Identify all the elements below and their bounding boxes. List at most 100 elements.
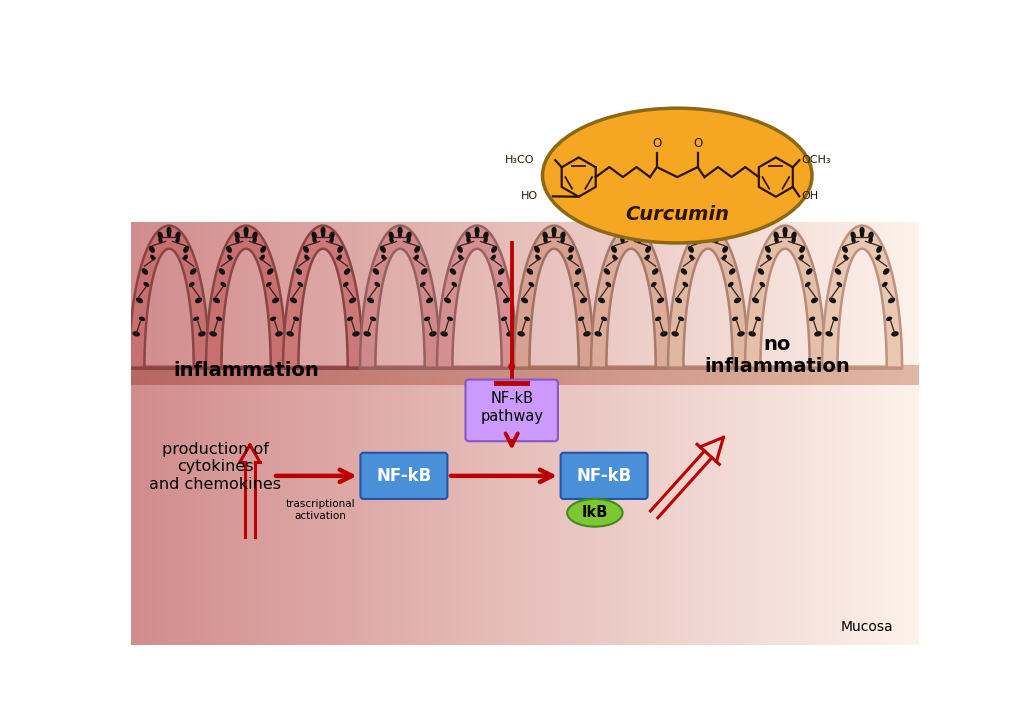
Bar <box>294 145 296 645</box>
Bar <box>213 365 217 385</box>
Bar <box>281 145 283 645</box>
Bar <box>244 145 246 645</box>
Ellipse shape <box>524 317 530 321</box>
Bar <box>485 145 488 645</box>
Bar <box>289 145 291 645</box>
Bar <box>343 365 347 385</box>
Bar <box>888 145 890 645</box>
Bar <box>822 145 824 645</box>
Bar <box>249 145 252 645</box>
Ellipse shape <box>414 246 420 253</box>
Bar <box>651 365 655 385</box>
Text: OH: OH <box>802 191 819 202</box>
Ellipse shape <box>886 317 892 321</box>
Bar <box>574 145 578 645</box>
Bar <box>379 365 383 385</box>
Bar <box>136 145 138 645</box>
Bar <box>509 365 513 385</box>
Ellipse shape <box>774 237 778 244</box>
Ellipse shape <box>806 268 812 275</box>
Bar <box>501 365 505 385</box>
Ellipse shape <box>835 268 841 275</box>
Bar <box>814 145 816 645</box>
Bar <box>239 145 241 645</box>
Bar <box>604 365 607 385</box>
Bar <box>312 145 314 645</box>
Bar <box>528 365 532 385</box>
Bar <box>604 145 606 645</box>
Bar <box>848 145 851 645</box>
Ellipse shape <box>148 246 155 253</box>
Bar <box>210 145 212 645</box>
Bar <box>899 365 903 385</box>
Bar <box>709 145 712 645</box>
Bar <box>252 145 254 645</box>
Bar <box>319 365 324 385</box>
Bar <box>549 145 551 645</box>
Bar <box>741 365 745 385</box>
Bar <box>449 145 452 645</box>
Bar <box>317 145 319 645</box>
Bar <box>688 145 690 645</box>
Text: inflammation: inflammation <box>173 360 318 380</box>
Bar <box>207 145 210 645</box>
Ellipse shape <box>696 231 701 239</box>
Ellipse shape <box>544 237 548 244</box>
Bar <box>411 365 415 385</box>
Bar <box>598 145 601 645</box>
Bar <box>591 145 593 645</box>
Bar <box>653 145 656 645</box>
Bar <box>541 145 543 645</box>
Bar <box>131 365 134 385</box>
Ellipse shape <box>252 231 258 239</box>
Ellipse shape <box>758 268 764 275</box>
Bar <box>442 365 446 385</box>
Ellipse shape <box>260 246 266 253</box>
Bar <box>131 87 920 222</box>
Bar <box>291 145 294 645</box>
Ellipse shape <box>629 227 634 234</box>
Bar <box>202 145 204 645</box>
Ellipse shape <box>517 331 525 336</box>
Ellipse shape <box>330 237 334 244</box>
Ellipse shape <box>329 231 335 239</box>
Bar <box>658 365 663 385</box>
Ellipse shape <box>364 331 371 336</box>
Bar <box>189 365 194 385</box>
Bar <box>270 145 272 645</box>
Bar <box>638 145 640 645</box>
Bar <box>712 145 714 645</box>
Ellipse shape <box>508 363 515 370</box>
Bar <box>805 365 809 385</box>
Ellipse shape <box>552 231 556 238</box>
Bar <box>685 145 688 645</box>
Bar <box>261 365 264 385</box>
Bar <box>162 365 166 385</box>
Bar <box>851 145 853 645</box>
Bar <box>624 365 628 385</box>
Ellipse shape <box>773 231 779 239</box>
Bar <box>911 365 915 385</box>
Bar <box>151 365 155 385</box>
Bar <box>837 365 840 385</box>
Bar <box>643 145 646 645</box>
Ellipse shape <box>560 237 565 244</box>
Ellipse shape <box>760 282 765 287</box>
Bar <box>811 145 814 645</box>
Bar <box>596 365 600 385</box>
Ellipse shape <box>474 227 479 234</box>
Ellipse shape <box>483 231 488 239</box>
Ellipse shape <box>337 246 343 253</box>
Bar <box>328 145 331 645</box>
Bar <box>174 365 178 385</box>
Bar <box>773 365 777 385</box>
Bar <box>415 365 419 385</box>
Ellipse shape <box>859 227 864 234</box>
Ellipse shape <box>497 282 503 287</box>
Bar <box>398 145 401 645</box>
Ellipse shape <box>891 331 899 336</box>
Bar <box>522 145 524 645</box>
Bar <box>170 145 173 645</box>
Bar <box>620 365 624 385</box>
Bar <box>425 145 428 645</box>
